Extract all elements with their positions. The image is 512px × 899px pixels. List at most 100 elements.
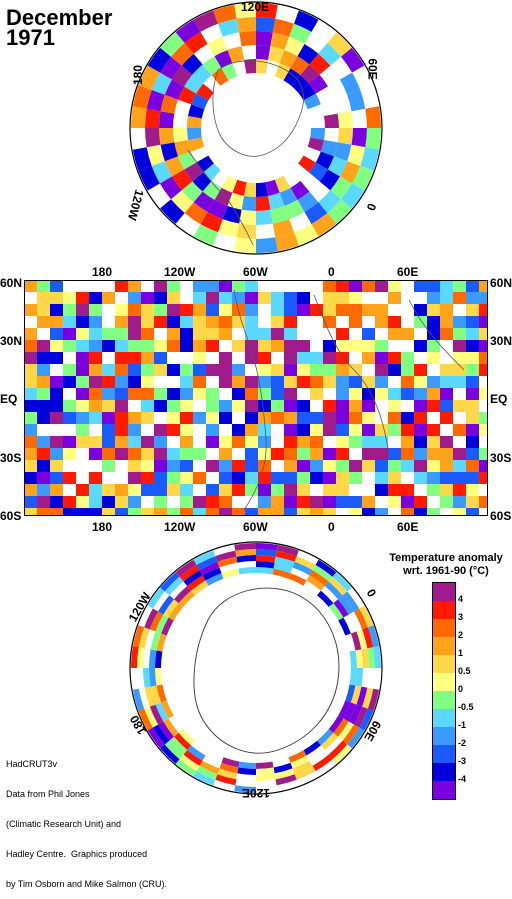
anomaly-cell (440, 448, 453, 460)
anomaly-cell (318, 190, 341, 213)
anomaly-cell (401, 328, 414, 340)
anomaly-cell (154, 352, 167, 364)
anomaly-cell (256, 761, 274, 770)
anomaly-cell (401, 424, 414, 436)
anomaly-cell (414, 280, 427, 292)
anomaly-cell (297, 292, 310, 304)
anomaly-cell (181, 53, 203, 75)
anomaly-cell (245, 436, 258, 448)
anomaly-cell (221, 757, 240, 768)
anomaly-cell (336, 496, 349, 508)
anomaly-cell (290, 180, 310, 200)
anomaly-cell (178, 86, 197, 105)
anomaly-cell (362, 508, 375, 516)
anomaly-cell (306, 575, 325, 591)
anomaly-cell (154, 650, 163, 668)
anomaly-cell (76, 400, 89, 412)
coastline (212, 60, 305, 157)
anomaly-cell (193, 448, 206, 460)
anomaly-cell (337, 128, 353, 145)
anomaly-cell (440, 484, 453, 496)
anomaly-cell (181, 181, 203, 203)
anomaly-cell (115, 400, 128, 412)
lat-60s-left: 60S (0, 509, 22, 523)
anomaly-cell (167, 400, 180, 412)
anomaly-cell (196, 556, 218, 571)
anomaly-cell (193, 224, 218, 246)
anomaly-cell (466, 316, 479, 328)
anomaly-cell (334, 142, 352, 162)
anomaly-cell (167, 292, 180, 304)
anomaly-cell (206, 412, 219, 424)
anomaly-cell (352, 166, 374, 191)
anomaly-cell (256, 196, 271, 211)
anomaly-cell (219, 316, 232, 328)
anomaly-cell (271, 304, 284, 316)
anomaly-cell (150, 685, 162, 705)
anomaly-cell (219, 496, 232, 508)
anomaly-cell (453, 424, 466, 436)
anomaly-cell (128, 436, 141, 448)
anomaly-cell (323, 472, 336, 484)
legend-label: -2 (458, 738, 467, 748)
anomaly-cell (206, 304, 219, 316)
anomaly-cell (440, 436, 453, 448)
anomaly-cell (128, 412, 141, 424)
anomaly-cell (256, 566, 274, 575)
anomaly-cell (349, 316, 362, 328)
anomaly-cell (349, 472, 362, 484)
anomaly-cell (232, 460, 245, 472)
anomaly-cell (217, 768, 238, 780)
anomaly-cell (401, 376, 414, 388)
anomaly-cell (154, 304, 167, 316)
anomaly-cell (154, 472, 167, 484)
legend-label: -1 (458, 720, 467, 730)
anomaly-cell (76, 484, 89, 496)
anomaly-cell (328, 603, 344, 621)
anomaly-cell (440, 376, 453, 388)
anomaly-cell (151, 72, 172, 95)
anomaly-cell (193, 376, 206, 388)
anomaly-cell (284, 292, 297, 304)
anomaly-cell (375, 316, 388, 328)
anomaly-cell (128, 484, 141, 496)
anomaly-cell (219, 280, 232, 292)
anomaly-cell (297, 44, 319, 65)
anomaly-cell (284, 412, 297, 424)
anomaly-cell (414, 508, 427, 516)
anomaly-cell (323, 412, 336, 424)
lat-60n-left: 60N (0, 276, 23, 290)
title-year: 1971 (6, 25, 55, 50)
anomaly-cell (336, 376, 349, 388)
anomaly-cell (180, 436, 193, 448)
anomaly-cell (312, 754, 333, 772)
anomaly-cell (453, 496, 466, 508)
anomaly-cell (349, 496, 362, 508)
anomaly-cell (323, 280, 336, 292)
anomaly-cell (453, 364, 466, 376)
anomaly-cell (167, 484, 180, 496)
chart-title: December 1971 (6, 7, 112, 50)
anomaly-cell (258, 340, 271, 352)
anomaly-cell (188, 137, 205, 152)
anomaly-cell (89, 328, 102, 340)
anomaly-cell (256, 773, 276, 781)
anomaly-cell (171, 190, 194, 213)
anomaly-cell (309, 570, 329, 586)
anomaly-cell (167, 304, 180, 316)
anomaly-cell (317, 729, 334, 746)
anomaly-cell (479, 316, 488, 328)
anomaly-cell (362, 388, 375, 400)
anomaly-cell (37, 472, 50, 484)
anomaly-cell (183, 570, 203, 586)
lat-30n-left: 30N (0, 334, 23, 348)
anomaly-cell (115, 328, 128, 340)
anomaly-cell (219, 292, 232, 304)
anomaly-cell (349, 412, 362, 424)
anomaly-cell (336, 484, 349, 496)
anomaly-cell (154, 400, 167, 412)
anomaly-cell (388, 328, 401, 340)
anomaly-cell (310, 424, 323, 436)
anomaly-cell (180, 448, 193, 460)
anomaly-cell (180, 304, 193, 316)
